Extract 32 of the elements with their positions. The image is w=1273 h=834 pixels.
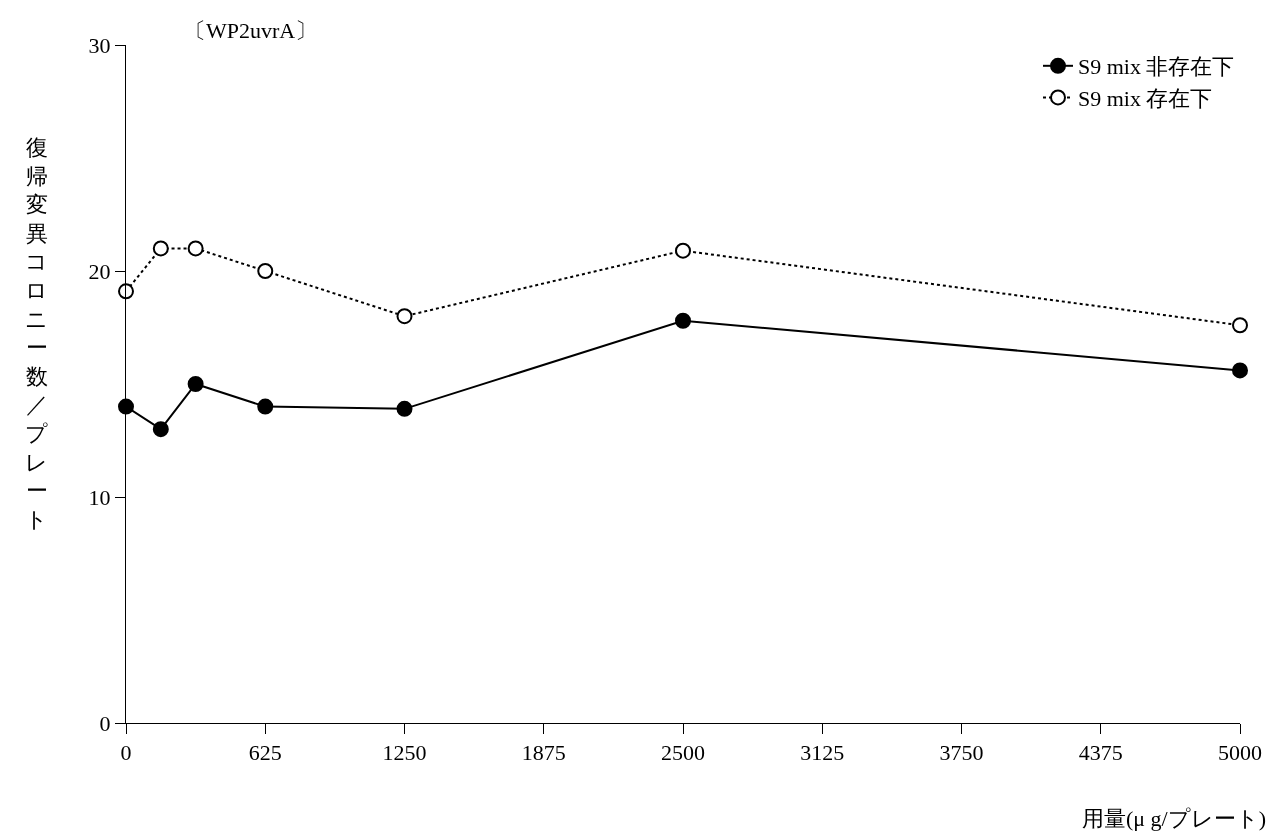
x-tick-label: 2500 [661,740,705,766]
x-axis-title: 用量(μ g/プレート) [1082,806,1267,831]
x-tick-label: 4375 [1078,740,1123,766]
point [675,242,691,259]
point [257,398,274,415]
x-tick-label: 3750 [939,740,984,766]
point [257,263,274,279]
point [396,308,413,325]
x-tick-label: 3125 [800,740,845,766]
y-tick-label: 0 [99,710,111,736]
point [152,421,169,438]
x-tick-label: 0 [120,740,132,766]
legend-label: S9 mix 非存在下 [1078,54,1235,80]
x-tick-label: 1250 [382,740,427,766]
point [187,240,204,257]
point [1232,317,1248,334]
point [675,312,691,329]
chart-title: 〔WP2uvrA〕 [184,18,318,43]
x-tick-label: 625 [248,740,282,766]
point [118,398,134,415]
text: 復帰変異コロニー数／プレート [25,135,48,532]
x-tick-label: 5000 [1218,740,1262,766]
y-tick-label: 20 [88,258,111,284]
point [118,283,134,300]
point [1232,362,1248,379]
point [152,240,169,257]
point [187,376,204,392]
point [396,400,413,417]
x-tick-label: 1875 [521,740,566,766]
legend-label: S9 mix 存在下 [1078,85,1213,111]
y-tick-label: 10 [88,484,111,510]
y-tick-label: 30 [88,32,111,58]
